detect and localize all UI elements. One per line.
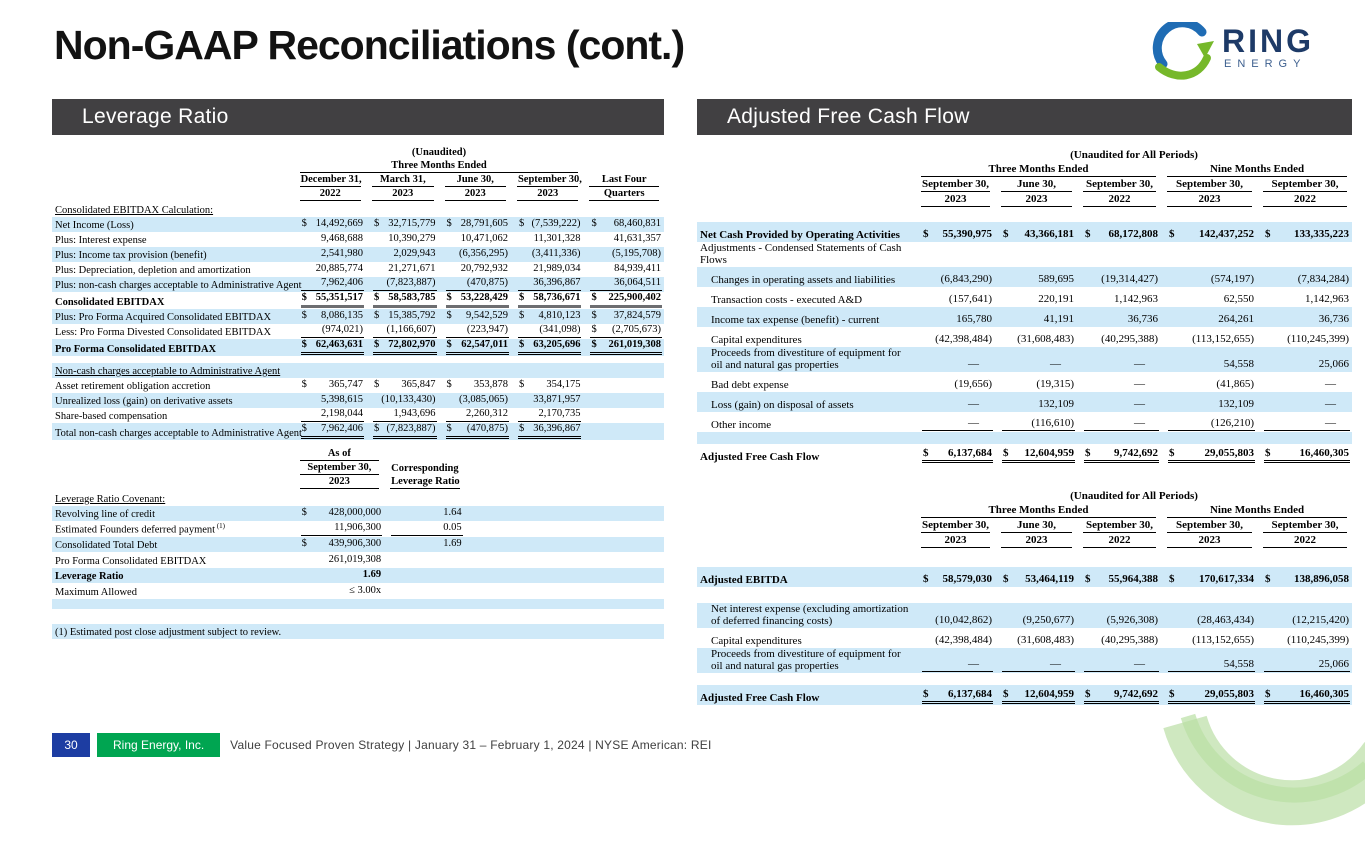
table-row: Unrealized loss (gain) on derivative ass… bbox=[52, 393, 664, 408]
leverage-ratio-table: (Unaudited) Three Months Ended December 31… bbox=[52, 147, 664, 440]
adjusted-ebitda-table: (Unaudited for All Periods) Three Months … bbox=[697, 490, 1353, 705]
ring-logo-swoosh-icon bbox=[1152, 22, 1214, 80]
table-row: Adjusted EBITDA $58,579,030 $53,464,119 $55… bbox=[697, 567, 1353, 587]
table-row: Estimated Founders deferred payment (1) 1… bbox=[55, 521, 463, 536]
table-row bbox=[52, 356, 664, 363]
table-header: (Unaudited for All Periods) Three Months … bbox=[697, 149, 1352, 208]
slide-footer: 30 Ring Energy, Inc. Value Focused Prove… bbox=[52, 733, 711, 757]
table-row: Consolidated Total Debt $439,906,300 1.69 bbox=[52, 536, 664, 552]
table-row: Plus: Depreciation, depletion and amorti… bbox=[55, 263, 661, 276]
page-title: Non-GAAP Reconciliations (cont.) bbox=[54, 22, 685, 68]
table-row: Consolidated EBITDAX $55,351,517 $58,583,7… bbox=[55, 292, 662, 308]
table-row: Leverage Ratio 1.69 bbox=[52, 567, 664, 583]
adjusted-free-cash-flow-panel: Adjusted Free Cash Flow (Unaudited for A… bbox=[697, 99, 1353, 705]
table-row: Adjusted Free Cash Flow $6,137,684 $12,604… bbox=[700, 447, 1351, 463]
table-row: Net Cash Provided by Operating Activitie… bbox=[697, 222, 1353, 242]
table-row: Net interest expense (excluding amortiza… bbox=[697, 603, 1353, 628]
leverage-covenant-table: As of September 30, Corresponding 2023 Lever… bbox=[52, 448, 664, 639]
table-row: Loss (gain) on disposal of assets —132,10… bbox=[697, 392, 1353, 412]
table-row: Adjusted Free Cash Flow $6,137,684 $12,604… bbox=[697, 685, 1353, 705]
slide: Non-GAAP Reconciliations (cont.) RING EN… bbox=[52, 22, 1353, 757]
table-header: (Unaudited for All Periods) Three Months … bbox=[697, 490, 1352, 549]
table-row bbox=[52, 598, 664, 609]
table-row bbox=[697, 673, 1352, 685]
table-row: Capital expenditures (42,398,484) (31,608,… bbox=[711, 634, 1350, 647]
leverage-ratio-panel: Leverage Ratio (Unaudited) Three Months E… bbox=[52, 99, 664, 639]
leverage-ratio-panel-title: Leverage Ratio bbox=[82, 105, 229, 128]
logo-energy-text: ENERGY bbox=[1224, 58, 1307, 70]
table-row: Leverage Ratio Covenant: bbox=[55, 493, 166, 505]
table-row: Other income — (116,610) — (126,210) — bbox=[697, 412, 1352, 432]
table-row: Plus: non-cash charges acceptable to Adm… bbox=[52, 277, 664, 292]
leverage-ratio-panel-body: (Unaudited) Three Months Ended December 31… bbox=[52, 135, 664, 639]
table-row: Plus: Income tax provision (benefit) 2,54… bbox=[52, 247, 664, 262]
table-header: As of September 30, Corresponding 2023 Lever… bbox=[52, 448, 664, 490]
table-row bbox=[697, 549, 1352, 567]
table-row: Proceeds from divestiture of equipment f… bbox=[697, 648, 1353, 673]
table-row: Pro Forma Consolidated EBITDAX $62,463,63… bbox=[52, 339, 664, 356]
company-badge: Ring Energy, Inc. bbox=[97, 733, 221, 757]
table-row: Less: Pro Forma Divested Consolidated EB… bbox=[55, 324, 662, 338]
table-row: Pro Forma Consolidated EBITDAX 261,019,30… bbox=[55, 553, 382, 567]
table-row: Share-based compensation 2,198,044 1,943,6… bbox=[55, 408, 582, 422]
adjusted-free-cash-flow-panel-body: (Unaudited for All Periods) Three Months … bbox=[697, 135, 1353, 705]
table-row: Net Income (Loss) $14,492,669 $32,715,779 $… bbox=[52, 217, 664, 232]
page-number-badge: 30 bbox=[52, 733, 90, 757]
logo-ring-text: RING bbox=[1222, 23, 1314, 59]
leverage-ratio-panel-header: Leverage Ratio bbox=[52, 99, 664, 135]
table-row bbox=[697, 432, 1353, 444]
adjusted-free-cash-flow-panel-title: Adjusted Free Cash Flow bbox=[727, 105, 970, 128]
adjusted-free-cash-flow-panel-header: Adjusted Free Cash Flow bbox=[697, 99, 1352, 135]
table-row: Proceeds from divestiture of equipment f… bbox=[697, 347, 1353, 372]
table-row: Total non-cash charges acceptable to Adm… bbox=[52, 423, 664, 440]
ring-energy-logo: RING ENERGY bbox=[1152, 22, 1314, 82]
table-row: Asset retirement obligation accretion $36… bbox=[55, 379, 581, 392]
table-row: Capital expenditures (42,398,484) (31,608,… bbox=[711, 333, 1350, 346]
table-row: Adjustments - Condensed Statements of Ca… bbox=[700, 242, 902, 266]
adjusted-free-cash-flow-table: (Unaudited for All Periods) Three Months … bbox=[697, 149, 1353, 464]
table-row: Consolidated EBITDAX Calculation: bbox=[55, 205, 214, 216]
table-row: Plus: Pro Forma Acquired Consolidated EB… bbox=[52, 309, 664, 324]
table-row: Bad debt expense (19,656) (19,315) — (41,865… bbox=[711, 378, 1337, 391]
table-row: Maximum Allowed ≤ 3.00x bbox=[55, 584, 382, 598]
table-header: (Unaudited) Three Months Ended December 31… bbox=[52, 147, 664, 202]
table-row: (1) Estimated post close adjustment subj… bbox=[52, 623, 664, 639]
footer-tagline: Value Focused Proven Strategy | January … bbox=[230, 738, 712, 752]
table-row: Revolving line of credit $428,000,000 1.64 bbox=[52, 505, 664, 521]
table-row bbox=[697, 208, 1352, 222]
table-row: Transaction costs - executed A&D (157,641… bbox=[711, 293, 1350, 306]
table-row: Income tax expense (benefit) - current 16… bbox=[697, 307, 1353, 327]
table-row: Plus: Interest expense 9,468,688 10,390,27… bbox=[55, 233, 661, 246]
table-row bbox=[697, 587, 1352, 603]
table-row: Changes in operating assets and liabilit… bbox=[697, 267, 1353, 287]
table-row: Non-cash charges acceptable to Administr… bbox=[52, 363, 664, 378]
table-row bbox=[52, 609, 664, 624]
